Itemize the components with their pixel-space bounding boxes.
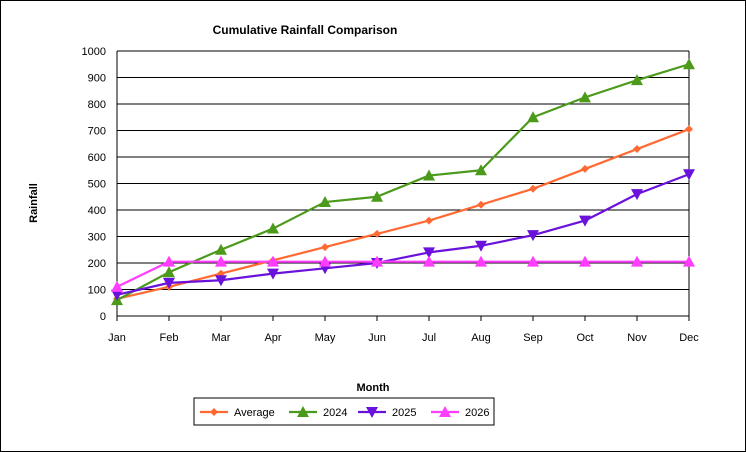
- data-point-2025: [163, 277, 175, 289]
- y-tick-label: 100: [88, 285, 106, 297]
- series-line-2026: [116, 260, 689, 288]
- axes: [116, 51, 690, 317]
- legend-swatch-marker: [297, 406, 309, 417]
- data-point-2026: [215, 255, 227, 267]
- series-line-average: [116, 128, 690, 300]
- legend-item-2026: 2026: [431, 406, 489, 419]
- y-tick-label: 500: [88, 179, 106, 191]
- legend-swatch-marker: [439, 406, 451, 417]
- series-line-2024: [116, 63, 690, 302]
- legend-item-2025: 2025: [358, 407, 416, 419]
- series-average: [113, 125, 693, 303]
- y-tick-label: 800: [88, 99, 106, 111]
- series-lines: [111, 58, 695, 306]
- x-tick-label: Jan: [108, 332, 126, 344]
- x-axis-title: Month: [357, 382, 390, 394]
- data-point-2024: [631, 74, 643, 86]
- data-point-2024: [319, 196, 331, 208]
- legend-item-2024: 2024: [289, 406, 347, 419]
- legend: Average 2024 2025 2026: [193, 397, 495, 426]
- legend-swatch-marker: [210, 408, 218, 416]
- series-2024: [111, 58, 695, 306]
- data-point-2025: [527, 230, 539, 242]
- data-point-2026: [475, 255, 487, 267]
- data-point-average: [373, 229, 381, 238]
- data-point-2026: [267, 255, 279, 267]
- data-point-2024: [683, 58, 695, 70]
- data-point-2026: [319, 255, 331, 267]
- legend-label: 2025: [392, 407, 416, 419]
- y-tick-label: 300: [88, 232, 106, 244]
- data-point-2024: [267, 222, 279, 234]
- x-tick-label: Nov: [627, 332, 647, 344]
- chart-title: Cumulative Rainfall Comparison: [213, 23, 398, 37]
- y-tick-label: 1000: [82, 46, 106, 58]
- data-point-2024: [215, 243, 227, 255]
- data-point-2026: [631, 255, 643, 267]
- data-point-2025: [475, 240, 487, 252]
- series-line-2025: [116, 173, 690, 296]
- data-point-2024: [371, 190, 383, 202]
- data-point-2026: [111, 280, 123, 292]
- legend-item-average: Average: [200, 407, 275, 419]
- legend-label: Average: [234, 407, 275, 419]
- y-tick-label: 700: [88, 126, 106, 138]
- x-tick-label: Jun: [368, 332, 386, 344]
- y-tick-label: 400: [88, 205, 106, 217]
- data-point-average: [477, 200, 485, 209]
- data-point-2024: [579, 91, 591, 103]
- x-tick-label: Sep: [523, 332, 543, 344]
- data-point-average: [529, 184, 537, 193]
- legend-label: 2026: [465, 407, 489, 419]
- data-point-2024: [475, 164, 487, 176]
- y-tick-label: 200: [88, 258, 106, 270]
- data-point-average: [633, 145, 641, 154]
- data-point-2026: [683, 255, 695, 267]
- data-point-2026: [527, 255, 539, 267]
- data-point-2025: [111, 289, 123, 301]
- legend-label: 2024: [323, 407, 347, 419]
- data-point-2025: [267, 268, 279, 280]
- data-point-2025: [579, 215, 591, 227]
- y-tick-label: 0: [100, 311, 106, 323]
- data-point-2024: [423, 169, 435, 181]
- data-point-average: [685, 125, 693, 134]
- data-point-2024: [527, 111, 539, 123]
- x-tick-label: Feb: [160, 332, 179, 344]
- series-2025: [111, 169, 695, 301]
- series-2026: [111, 255, 695, 292]
- data-point-2026: [423, 255, 435, 267]
- x-tick-label: Jul: [422, 332, 436, 344]
- data-point-average: [321, 243, 329, 252]
- x-tick-label: Mar: [212, 332, 231, 344]
- gridlines: [117, 50, 689, 290]
- data-point-2025: [683, 169, 695, 181]
- x-tick-label: Oct: [576, 332, 593, 344]
- y-tick-labels: 0 100 200 300 400 500 600 700 800 900 1000: [82, 46, 106, 323]
- data-point-2025: [423, 247, 435, 259]
- x-tick-label: Aug: [471, 332, 491, 344]
- data-point-2026: [371, 255, 383, 267]
- data-point-average: [425, 216, 433, 225]
- y-tick-label: 600: [88, 152, 106, 164]
- y-axis-title: Rainfall: [28, 183, 40, 223]
- x-tick-label: May: [315, 332, 336, 344]
- x-tick-label: Apr: [264, 332, 281, 344]
- y-tick-label: 900: [88, 73, 106, 85]
- data-point-2025: [215, 275, 227, 287]
- legend-swatch-marker: [366, 407, 378, 418]
- data-point-2026: [579, 255, 591, 267]
- x-tick-label: Dec: [679, 332, 699, 344]
- data-point-2025: [631, 189, 643, 201]
- x-tick-labels: Jan Feb Mar Apr May Jun Jul Aug Sep Oct Nov Dec: [108, 316, 699, 344]
- data-point-average: [581, 164, 589, 173]
- data-point-2024: [163, 266, 175, 278]
- data-point-2026: [163, 255, 175, 267]
